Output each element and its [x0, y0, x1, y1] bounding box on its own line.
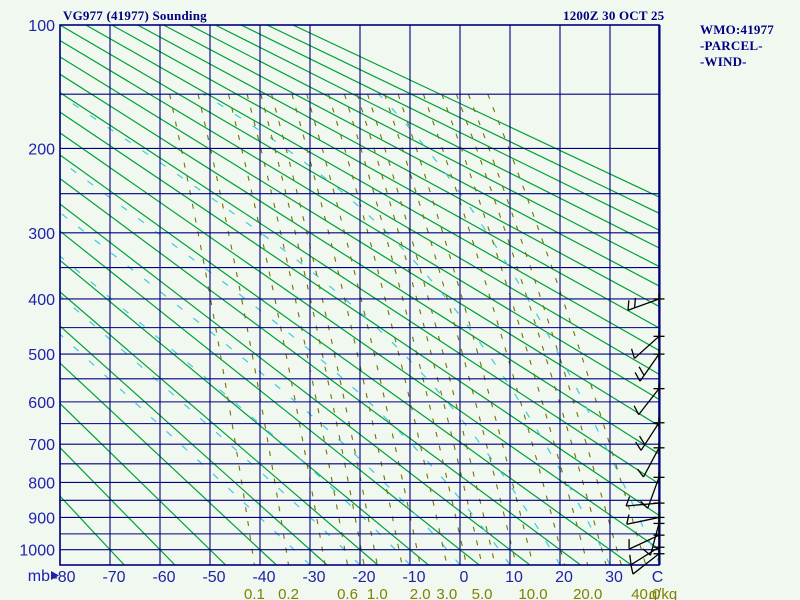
axis-label: 100: [28, 18, 55, 35]
axis-label: 700: [28, 437, 55, 454]
axis-label: 1.0: [367, 586, 388, 600]
axis-label: 2.0: [410, 586, 431, 600]
axis-label: 5.0: [472, 586, 493, 600]
axis-label: 400: [28, 292, 55, 309]
axis-label: -30: [302, 569, 325, 586]
pressure-axis-labels: 100 200 300 400 500 600 700 800 900 1000: [19, 18, 55, 560]
axis-label: 10.0: [518, 586, 547, 600]
axis-label: 20: [555, 569, 573, 586]
moist-adiabats: [60, 93, 660, 565]
axis-label: -50: [202, 569, 225, 586]
wind-barb: [625, 496, 665, 509]
legend-wmo: WMO:41977: [700, 22, 775, 37]
legend-box: WMO:41977 -PARCEL- -WIND-: [700, 22, 774, 70]
wind-barb: [635, 417, 665, 451]
wind-barb: [642, 517, 665, 556]
wind-barb: [634, 348, 665, 382]
axis-label: C: [652, 569, 664, 586]
wind-barb: [628, 529, 665, 550]
wind-barb: [630, 330, 665, 359]
page-title: VG977 (41977) Sounding: [63, 8, 207, 23]
legend-parcel: -PARCEL-: [700, 38, 763, 53]
axis-label: -60: [152, 569, 175, 586]
axis-label: 3.0: [436, 586, 457, 600]
axis-label: -80: [52, 569, 75, 586]
axis-label: mb: [28, 568, 50, 585]
axis-label: -40: [252, 569, 275, 586]
wind-barbs: [625, 293, 665, 575]
temperature-axis-labels: -80 -70 -60 -50 -40 -30 -20 -10 0 10 20 30 C: [52, 569, 663, 586]
axis-label: 0.2: [278, 586, 299, 600]
axis-label: 800: [28, 475, 55, 492]
axis-label: 20.0: [573, 586, 602, 600]
axis-label: -70: [102, 569, 125, 586]
axis-label: 600: [28, 395, 55, 412]
mixing-ratio-lines: [169, 94, 647, 565]
pressure-temperature-grid: [59, 24, 661, 566]
axis-label: g/kg: [649, 586, 677, 600]
wind-barb: [627, 293, 665, 311]
axis-label: 1000: [19, 543, 55, 560]
wind-barb: [633, 383, 665, 416]
axis-label: 200: [28, 141, 55, 158]
axis-label: 500: [28, 347, 55, 364]
axis-label: 0: [460, 569, 469, 586]
mixing-ratio-labels: 0.1 0.2 0.6 1.0 2.0 3.0 5.0 10.0 20.0 40.0g/kg: [244, 586, 677, 600]
axis-label: 30: [605, 569, 623, 586]
dry-adiabats: [60, 25, 660, 565]
datetime-label: 1200Z 30 OCT 25: [563, 8, 665, 23]
axis-label: -10: [402, 569, 425, 586]
axis-label: 0.1: [244, 586, 265, 600]
wind-barb: [636, 442, 665, 478]
axis-label: 300: [28, 226, 55, 243]
axis-label: 40.0: [631, 586, 660, 600]
axis-label: 10: [505, 569, 523, 586]
axis-label: 900: [28, 510, 55, 527]
pressure-axis-unit: mb: [28, 568, 59, 585]
axis-label: 0.6: [337, 586, 358, 600]
wind-barb: [630, 548, 665, 575]
axis-arrow-icon: [51, 571, 59, 580]
legend-wind: -WIND-: [700, 54, 747, 69]
axis-label: -20: [352, 569, 375, 586]
